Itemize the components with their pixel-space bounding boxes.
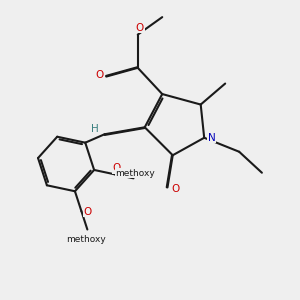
Text: H: H bbox=[91, 124, 99, 134]
Text: O: O bbox=[95, 70, 103, 80]
Text: methoxy: methoxy bbox=[115, 169, 155, 178]
Text: methoxy: methoxy bbox=[66, 235, 106, 244]
Text: O: O bbox=[136, 22, 144, 33]
Text: N: N bbox=[208, 133, 216, 143]
Text: O: O bbox=[84, 207, 92, 217]
Text: O: O bbox=[112, 163, 121, 173]
Text: O: O bbox=[171, 184, 179, 194]
